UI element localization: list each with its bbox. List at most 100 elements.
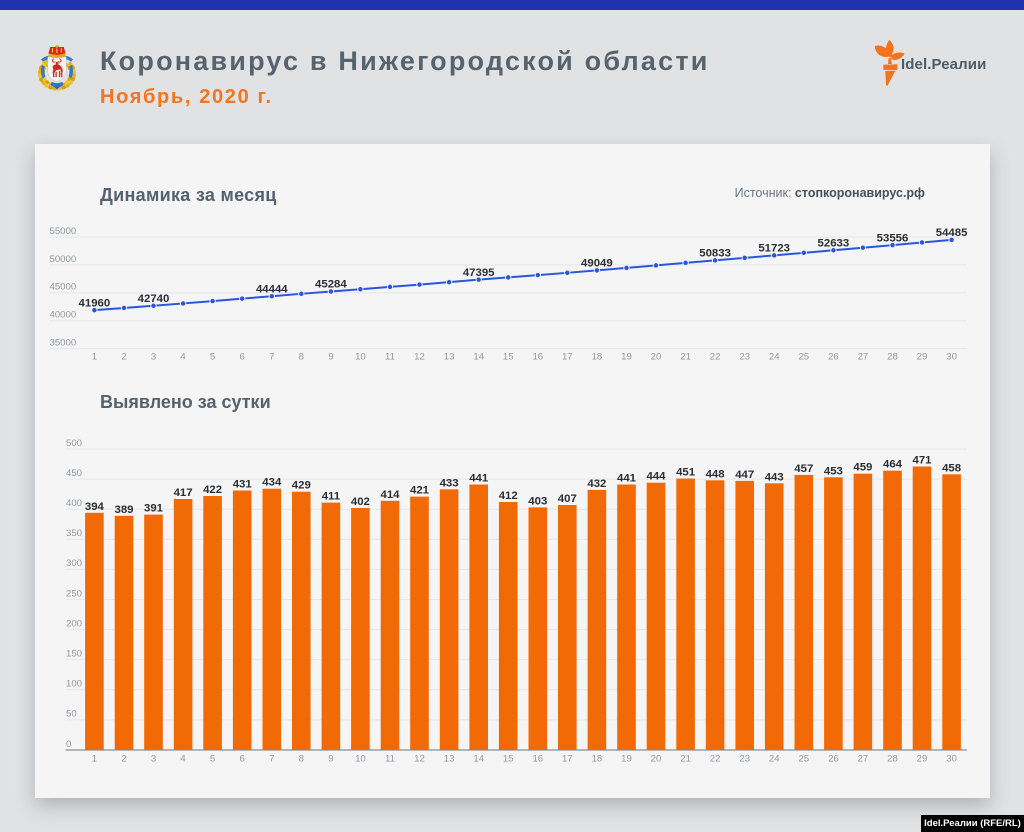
svg-text:8: 8: [299, 352, 304, 363]
svg-text:24: 24: [769, 352, 780, 363]
svg-text:26: 26: [828, 352, 839, 363]
svg-text:22: 22: [710, 754, 721, 765]
svg-text:407: 407: [558, 493, 577, 505]
svg-text:26: 26: [828, 754, 839, 765]
svg-text:2: 2: [121, 352, 126, 363]
svg-text:17: 17: [562, 754, 573, 765]
svg-text:5: 5: [210, 352, 215, 363]
svg-text:1: 1: [92, 754, 97, 765]
svg-text:40000: 40000: [50, 310, 77, 321]
svg-text:4: 4: [180, 352, 186, 363]
svg-text:27: 27: [858, 352, 869, 363]
svg-text:200: 200: [66, 618, 82, 629]
svg-text:50: 50: [66, 709, 77, 720]
svg-text:447: 447: [735, 469, 754, 481]
svg-text:23: 23: [739, 352, 750, 363]
svg-text:10: 10: [355, 352, 366, 363]
svg-text:53556: 53556: [877, 232, 909, 244]
svg-text:422: 422: [203, 484, 222, 496]
svg-text:451: 451: [676, 467, 696, 479]
svg-text:443: 443: [765, 471, 784, 483]
svg-text:402: 402: [351, 496, 370, 508]
svg-text:300: 300: [66, 558, 82, 569]
svg-text:414: 414: [380, 489, 400, 501]
svg-text:42740: 42740: [138, 293, 170, 305]
svg-text:27: 27: [858, 754, 869, 765]
svg-text:429: 429: [292, 480, 311, 492]
svg-text:44444: 44444: [256, 283, 288, 295]
svg-text:7: 7: [269, 352, 274, 363]
svg-text:13: 13: [444, 754, 455, 765]
svg-text:29: 29: [917, 754, 928, 765]
svg-text:20: 20: [651, 352, 662, 363]
svg-text:3: 3: [151, 754, 156, 765]
svg-text:10: 10: [355, 754, 366, 765]
svg-text:389: 389: [114, 504, 133, 516]
svg-text:21: 21: [680, 754, 691, 765]
svg-text:35000: 35000: [50, 338, 77, 349]
svg-text:450: 450: [66, 468, 82, 479]
svg-text:30: 30: [946, 352, 957, 363]
svg-text:14: 14: [473, 754, 484, 765]
svg-text:17: 17: [562, 352, 573, 363]
svg-text:394: 394: [85, 501, 105, 513]
svg-text:16: 16: [532, 352, 543, 363]
svg-text:350: 350: [66, 528, 82, 539]
svg-text:22: 22: [710, 352, 721, 363]
svg-text:4: 4: [180, 754, 186, 765]
svg-text:49049: 49049: [581, 258, 613, 270]
svg-text:448: 448: [706, 468, 725, 480]
svg-text:471: 471: [912, 455, 932, 467]
svg-text:2: 2: [121, 754, 126, 765]
svg-text:7: 7: [269, 754, 274, 765]
svg-text:453: 453: [824, 465, 843, 477]
svg-text:16: 16: [532, 754, 543, 765]
svg-text:441: 441: [617, 473, 637, 485]
svg-text:47395: 47395: [463, 267, 495, 279]
svg-text:6: 6: [240, 352, 245, 363]
svg-text:9: 9: [328, 352, 333, 363]
svg-text:432: 432: [587, 478, 606, 490]
svg-text:52633: 52633: [818, 238, 850, 250]
svg-text:11: 11: [385, 754, 395, 765]
svg-text:1: 1: [92, 352, 97, 363]
svg-text:13: 13: [444, 352, 455, 363]
svg-text:24: 24: [769, 754, 780, 765]
svg-text:12: 12: [414, 352, 425, 363]
svg-text:25: 25: [798, 754, 809, 765]
svg-text:412: 412: [499, 490, 518, 502]
svg-text:444: 444: [646, 471, 666, 483]
svg-text:403: 403: [528, 495, 547, 507]
svg-text:55000: 55000: [50, 226, 77, 237]
svg-text:28: 28: [887, 754, 898, 765]
svg-text:30: 30: [946, 754, 957, 765]
svg-text:400: 400: [66, 498, 82, 509]
svg-text:45284: 45284: [315, 279, 347, 291]
svg-text:434: 434: [262, 477, 282, 489]
svg-text:100: 100: [66, 679, 82, 690]
svg-text:21: 21: [680, 352, 691, 363]
svg-text:150: 150: [66, 649, 82, 660]
svg-text:391: 391: [144, 503, 164, 515]
svg-text:458: 458: [942, 462, 961, 474]
svg-text:431: 431: [233, 479, 253, 491]
svg-text:19: 19: [621, 352, 632, 363]
svg-text:15: 15: [503, 352, 514, 363]
svg-text:41960: 41960: [79, 297, 111, 309]
svg-text:15: 15: [503, 754, 514, 765]
svg-text:0: 0: [66, 739, 71, 750]
svg-text:14: 14: [473, 352, 484, 363]
svg-text:50000: 50000: [50, 254, 77, 265]
svg-text:45000: 45000: [50, 282, 77, 293]
svg-text:28: 28: [887, 352, 898, 363]
svg-text:500: 500: [66, 438, 82, 449]
svg-text:459: 459: [853, 462, 872, 474]
svg-text:18: 18: [592, 754, 603, 765]
svg-text:50833: 50833: [699, 248, 731, 260]
svg-text:417: 417: [174, 487, 193, 499]
svg-text:11: 11: [385, 352, 395, 363]
svg-text:6: 6: [240, 754, 245, 765]
svg-text:9: 9: [328, 754, 333, 765]
svg-text:25: 25: [798, 352, 809, 363]
svg-text:5: 5: [210, 754, 215, 765]
